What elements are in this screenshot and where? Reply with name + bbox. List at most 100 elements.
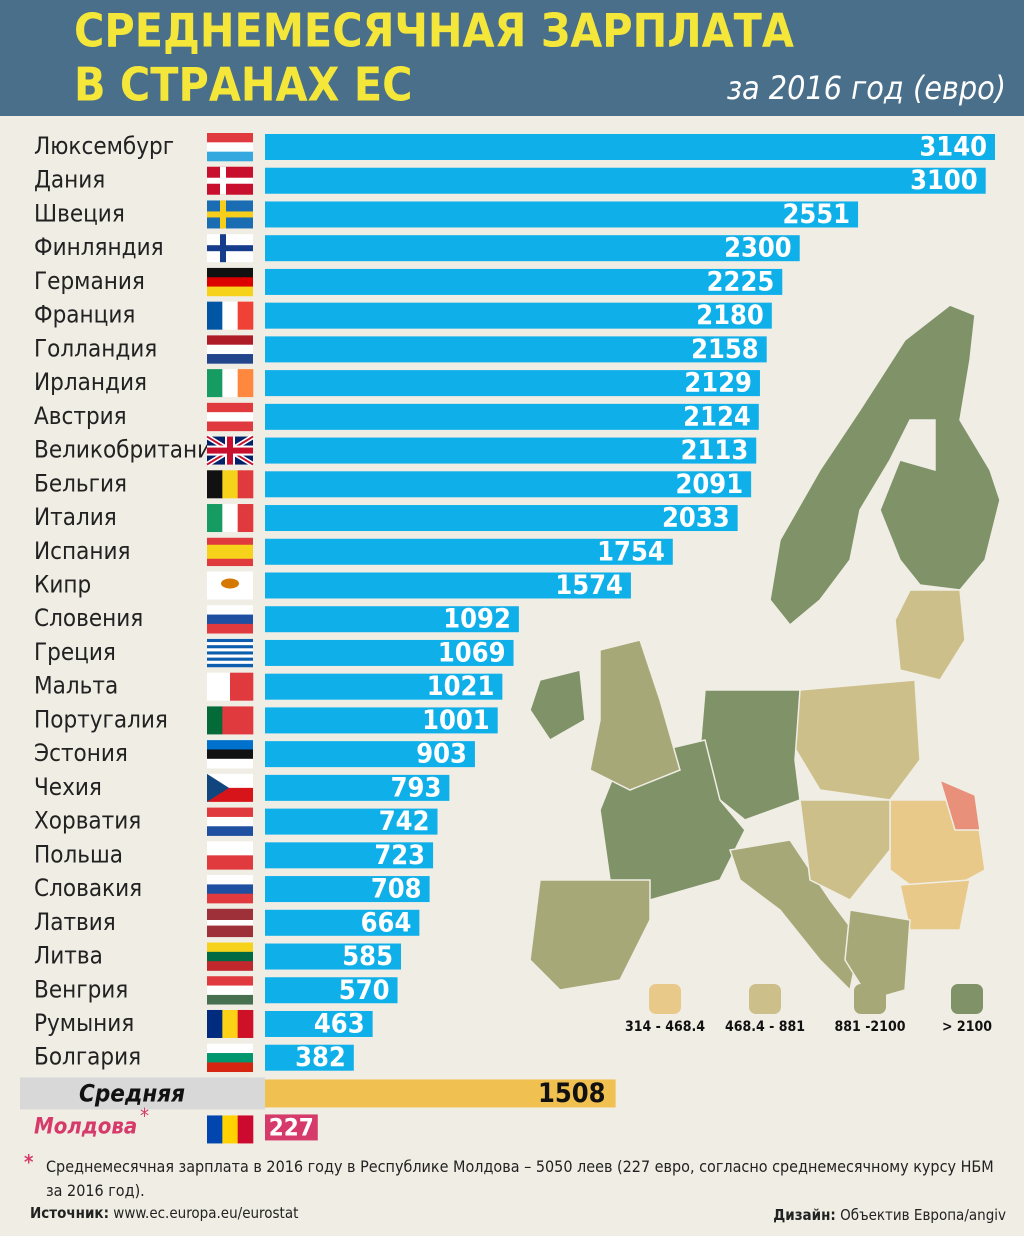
category-label: Франция: [34, 301, 135, 329]
value-label: 1092: [443, 604, 511, 635]
flag-part: [207, 951, 253, 962]
flag-part: [207, 277, 253, 287]
flag-part: [207, 286, 253, 297]
flag: [207, 841, 253, 870]
flag-part: [207, 914, 253, 921]
moldova-bar: [265, 1114, 318, 1141]
flag-part: [207, 648, 253, 652]
design-credit: Дизайн: Объектив Европа/angiv: [773, 1206, 1006, 1224]
value-label: 1574: [555, 570, 623, 601]
flag-part: [222, 1115, 238, 1144]
flag: [207, 976, 253, 1005]
flag-part: [222, 470, 238, 499]
flag-part: [207, 558, 253, 567]
flag-part: [207, 826, 253, 836]
flag-part: [207, 663, 253, 668]
flag-part: [222, 706, 238, 735]
category-label: Болгария: [34, 1043, 141, 1071]
value-label: 2180: [696, 300, 764, 331]
value-label: 3100: [910, 165, 978, 196]
category-label: Люксембург: [34, 132, 174, 160]
flag-part: [207, 447, 253, 454]
flag-part: [222, 504, 238, 533]
map-region: [899, 879, 971, 931]
flag: [207, 942, 253, 971]
flag-part: [207, 1062, 253, 1073]
flag-part: [207, 657, 253, 662]
category-label: Германия: [34, 267, 145, 295]
legend-swatch: [854, 984, 886, 1014]
europe-map: [529, 304, 1001, 1001]
flag-part: [207, 245, 253, 252]
legend-label: 881 -2100: [835, 1019, 906, 1035]
value-label: 585: [342, 941, 393, 972]
flag: [207, 504, 254, 533]
flag-part: [207, 807, 253, 818]
moldova-value: 227: [269, 1113, 314, 1141]
flag-part: [207, 994, 253, 1005]
flag-part: [237, 301, 254, 330]
bar: [265, 302, 772, 329]
flag-part: [207, 151, 253, 162]
category-label: Ирландия: [34, 368, 147, 396]
value-label: 2124: [683, 401, 751, 432]
category-label: Венгрия: [34, 975, 128, 1003]
footnote: Среднемесячная зарплата в 2016 году в Ре…: [46, 1157, 994, 1200]
design-label: Дизайн:: [773, 1206, 836, 1224]
flag: [207, 1115, 254, 1144]
bar: [265, 437, 757, 464]
title-line: СРЕДНЕМЕСЯЧНАЯ ЗАРПЛАТА: [74, 4, 794, 58]
flag-part: [207, 875, 253, 885]
flag-part: [207, 1115, 223, 1144]
bar: [265, 268, 783, 295]
value-label: 2551: [782, 199, 850, 230]
bar: [265, 1010, 373, 1037]
subtitle: за 2016 год (евро): [727, 69, 1006, 107]
footnote-marker: *: [24, 1150, 34, 1174]
bar: [265, 977, 398, 1004]
flag-part: [207, 301, 223, 330]
flag-part: [207, 645, 253, 649]
source-text: www.ec.europa.eu/eurostat: [113, 1204, 299, 1222]
flag-part: [207, 142, 253, 152]
flag: [207, 740, 253, 769]
flag: [207, 166, 253, 195]
bar: [265, 505, 738, 532]
flag-part: [207, 893, 253, 904]
map-region: [529, 669, 586, 741]
value-label: 2033: [662, 503, 730, 534]
flag-part: [230, 672, 254, 701]
flag-part: [237, 706, 254, 735]
flag-part: [207, 344, 253, 355]
value-label: 664: [361, 907, 412, 938]
value-label: 2158: [691, 334, 759, 365]
category-label: Дания: [34, 166, 105, 194]
flag: [207, 672, 254, 701]
flag: [207, 537, 253, 567]
flag-part: [222, 301, 238, 330]
category-label: Словакия: [34, 874, 142, 902]
flag: [207, 369, 254, 398]
bar: [265, 1044, 354, 1071]
value-label: 793: [391, 772, 442, 803]
map-region: [844, 909, 911, 1001]
bar: [265, 909, 420, 936]
flag-part: [207, 654, 253, 658]
source-label: Источник:: [30, 1204, 109, 1222]
flag: [207, 908, 253, 938]
flag: [207, 200, 253, 229]
flag-part: [207, 421, 253, 432]
value-label: 2113: [681, 435, 749, 466]
flag-part: [207, 623, 253, 634]
flag: [207, 133, 253, 162]
category-label: Чехия: [34, 773, 102, 801]
category-label: Великобритания: [34, 436, 224, 464]
category-label: Португалия: [34, 705, 168, 733]
flag-part: [207, 985, 253, 996]
map-region: [729, 839, 861, 992]
value-label: 2300: [724, 233, 792, 264]
flag-part: [207, 1043, 253, 1054]
category-label: Италия: [34, 503, 117, 531]
